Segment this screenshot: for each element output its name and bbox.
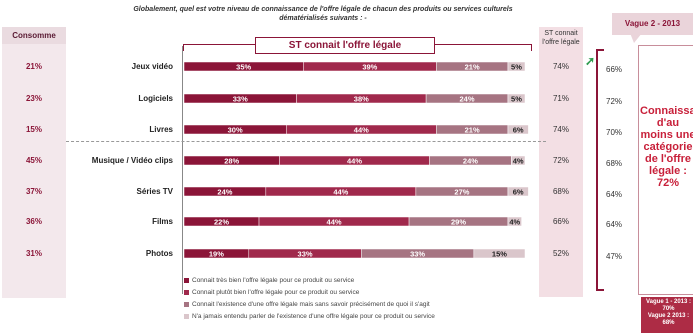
vague1-value: 64% [606,189,623,199]
bar-value-label: 28% [224,157,239,166]
legend-item: Connait très bien l'offre légale pour ce… [184,277,354,284]
bar-value-label: 44% [327,218,342,227]
st-connait-value: 68% [552,186,569,196]
legend-label: Connait plutôt bien l'offre légale pour … [192,289,360,296]
consomme-value: 15% [25,124,42,134]
st-connait-label: ST connait l'offre légale [255,37,435,54]
category-label: Photos [145,248,173,258]
trend-up-arrow-icon: ➚ [585,54,596,68]
bar-value-label: 44% [333,188,348,197]
vague-label: Vague 2 - 2013 [612,13,693,35]
bar-value-label: 33% [410,250,425,259]
legend-label: Connait l'existence d'une offre légale m… [192,301,430,308]
bar-value-label: 39% [362,63,377,72]
vague-callout-tail [630,33,642,43]
vague1-value: 70% [606,127,623,137]
st-connait-value: 74% [552,61,569,71]
legend-label: Connait très bien l'offre légale pour ce… [192,277,355,284]
bar-value-label: 5% [511,63,522,72]
consomme-value: 31% [25,248,42,258]
legend-item: N'a jamais entendu parler de l'existence… [184,313,435,320]
consomme-column [2,44,66,298]
section-divider [66,141,546,142]
summary-box [638,45,693,295]
bar-value-label: 35% [236,63,251,72]
legend-item: Connait l'existence d'une offre légale m… [184,301,430,308]
bar-segment [507,124,529,135]
category-label: Films [152,216,173,226]
st-connait-value: 71% [552,93,569,103]
st-connait-value: 74% [552,124,569,134]
chart-axis-line [182,46,183,294]
bar-value-label: 24% [217,188,232,197]
st-connait-value: 52% [552,248,569,258]
bar-value-label: 21% [465,126,480,135]
vague1-brace [596,49,604,291]
bar-value-label: 38% [354,95,369,104]
bar-segment [507,61,526,72]
legend-swatch [184,313,189,319]
bar-value-label: 24% [460,95,475,104]
consomme-value: 45% [25,155,42,165]
bar-value-label: 21% [465,63,480,72]
bar-value-label: 22% [214,218,229,227]
legend-swatch [184,277,189,283]
vague1-value: 47% [606,251,623,261]
legend-item: Connait plutôt bien l'offre légale pour … [184,289,359,296]
bar-value-label: 27% [454,188,469,197]
bar-value-label: 44% [354,126,369,135]
category-label: Livres [149,124,173,134]
bar-value-label: 29% [451,218,466,227]
category-label: Jeux vidéo [131,61,173,71]
survey-question: Globalement, quel est votre niveau de co… [133,6,513,22]
bar-value-label: 5% [511,95,522,104]
vague1-value: 66% [606,64,623,74]
st-connait-column [539,27,583,297]
consomme-value: 21% [25,61,42,71]
vague-comparison-box: Vague 1 - 2013 : 70% Vague 2 2013 : 68% [641,297,693,333]
category-label: Séries TV [136,186,173,196]
vague1-value: 68% [606,158,623,168]
consomme-header: Consomme [2,27,66,44]
consomme-value: 37% [25,186,42,196]
bar-segment [473,248,526,259]
bar-value-label: 30% [228,126,243,135]
bar-segment [511,155,526,166]
bar-value-label: 33% [233,95,248,104]
bar-segment [507,186,529,197]
bar-value-label: 19% [209,250,224,259]
consomme-value: 23% [25,93,42,103]
bar-value-label: 6% [513,126,524,135]
st-connait-header: ST connait l'offre légale [542,30,580,46]
category-label: Musique / Vidéo clips [91,155,173,165]
vague1-value: 72% [606,96,623,106]
category-label: Logiciels [138,93,173,103]
bar-value-label: 44% [347,157,362,166]
vague1-value: 64% [606,219,623,229]
bar-segment [507,93,526,104]
st-connait-value: 66% [552,216,569,226]
legend-swatch [184,289,189,295]
bar-value-label: 24% [463,157,478,166]
consomme-value: 36% [25,216,42,226]
bar-segment [507,216,522,227]
bar-value-label: 4% [509,218,520,227]
bar-value-label: 6% [513,188,524,197]
legend-label: N'a jamais entendu parler de l'existence… [192,313,435,320]
bar-value-label: 4% [513,157,524,166]
bar-value-label: 33% [298,250,313,259]
st-connait-value: 72% [552,155,569,165]
summary-text: Connaissance d'au moins une catégorie de… [640,105,693,189]
legend-swatch [184,301,189,307]
bar-value-label: 15% [492,250,507,259]
